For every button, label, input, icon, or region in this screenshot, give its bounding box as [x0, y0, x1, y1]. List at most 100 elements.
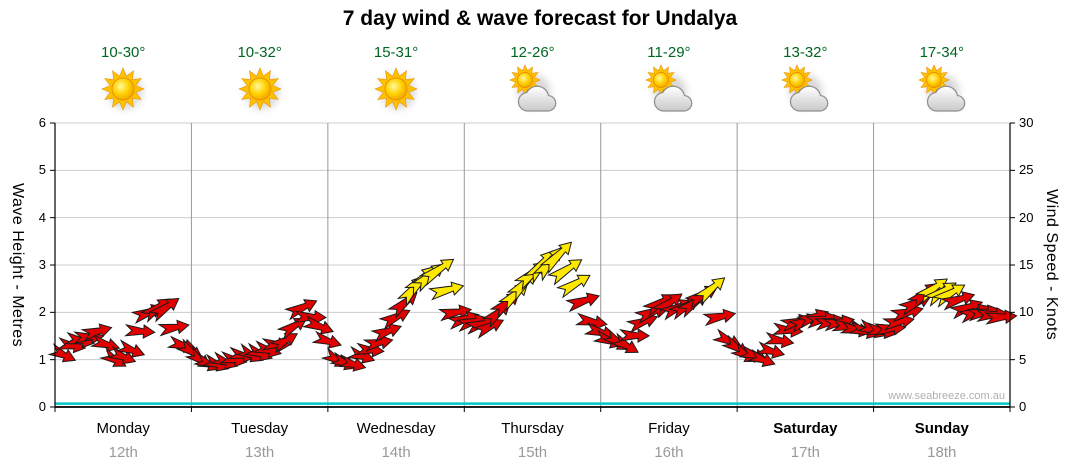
wind-arrow-shape: [283, 299, 318, 321]
weather-icon-sunny: [374, 67, 418, 111]
wind-arrow: [311, 330, 342, 349]
right-axis-tick-label: 25: [1019, 162, 1034, 178]
wind-arrow-shape: [123, 323, 156, 339]
temp-range-label: 10-30°: [101, 44, 146, 61]
sun-disc: [248, 77, 272, 101]
day-label: Tuesday: [231, 420, 289, 437]
weather-icon-partly-cloudy: [781, 64, 829, 112]
right-axis-tick-label: 15: [1019, 257, 1034, 272]
sun-disc: [789, 72, 806, 88]
wind-arrow-shape: [115, 339, 146, 358]
day-label: Saturday: [773, 420, 838, 437]
wind-arrow-shape: [565, 292, 600, 313]
right-axis-tick-label: 30: [1019, 115, 1034, 130]
wind-arrow: [555, 274, 591, 299]
temp-range-label: 13-32°: [783, 44, 828, 61]
wind-arrow-shape: [539, 241, 573, 275]
wind-arrow-shape: [80, 323, 113, 342]
left-axis-tick-label: 6: [38, 115, 46, 130]
left-axis-tick-label: 0: [38, 399, 46, 414]
wind-arrow-shape: [148, 297, 180, 323]
wind-arrow: [755, 341, 786, 359]
date-label: 12th: [108, 444, 138, 461]
weather-icon-partly-cloudy: [918, 64, 966, 112]
wind-arrow-shape: [338, 354, 367, 372]
wind-arrow-shape: [276, 317, 308, 341]
date-label: 14th: [381, 444, 411, 461]
left-axis-tick-label: 2: [38, 304, 46, 320]
weather-icon-sunny: [237, 67, 282, 111]
left-axis-tick-label: 4: [38, 209, 46, 225]
sun-disc: [384, 77, 408, 101]
wind-arrow: [47, 342, 77, 363]
wind-arrow-shape: [984, 309, 1018, 325]
day-label: Sunday: [914, 420, 969, 437]
sun-disc: [925, 72, 942, 88]
date-label: 16th: [654, 444, 684, 461]
wind-arrow-shape: [555, 274, 591, 299]
wind-arrow: [746, 348, 776, 368]
left-axis-tick-label: 1: [38, 351, 46, 367]
wind-arrow: [80, 323, 113, 342]
right-axis-tick-label: 20: [1019, 209, 1034, 225]
wind-arrow: [565, 292, 600, 313]
day-label: Wednesday: [356, 420, 436, 437]
wind-arrow: [940, 291, 976, 311]
wind-arrow: [763, 331, 795, 349]
wind-arrow-shape: [763, 331, 795, 349]
date-label: 15th: [517, 444, 548, 461]
wind-arrow: [276, 317, 308, 341]
wind-arrow: [157, 319, 190, 337]
weather-icon-partly-cloudy: [508, 64, 556, 112]
wind-arrow: [618, 328, 651, 344]
wind-arrow: [115, 339, 146, 358]
wind-arrow-shape: [428, 281, 465, 301]
wind-arrow: [984, 309, 1018, 325]
date-label: 17th: [790, 444, 820, 461]
wind-arrow-shape: [618, 328, 651, 344]
wind-arrow-shape: [609, 332, 639, 353]
wind-arrow: [123, 323, 156, 339]
temp-range-label: 12-26°: [510, 44, 555, 61]
wind-arrow-shape: [157, 319, 190, 337]
sun-disc: [652, 72, 669, 88]
wind-arrow-shape: [301, 315, 335, 335]
wind-arrow: [338, 354, 367, 372]
weather-icon-sunny: [101, 67, 146, 111]
watermark: www.seabreeze.com.au: [888, 390, 1005, 402]
wind-arrow: [693, 277, 726, 306]
day-label: Monday: [96, 420, 150, 437]
temp-range-label: 15-31°: [373, 44, 419, 61]
temp-range-label: 17-34°: [919, 44, 964, 61]
right-axis-tick-label: 10: [1019, 304, 1034, 320]
wind-arrow: [546, 259, 583, 286]
left-axis-tick-label: 3: [38, 257, 46, 272]
sun-disc: [516, 72, 533, 88]
left-axis-tick-label: 5: [38, 162, 46, 178]
wind-arrow: [609, 332, 639, 353]
wind-arrow-shape: [311, 330, 342, 349]
wind-arrow: [702, 308, 737, 327]
day-label: Thursday: [501, 420, 564, 437]
left-axis-title: Wave Height - Metres: [9, 182, 26, 348]
day-label: Friday: [648, 420, 690, 437]
weather-icon-partly-cloudy: [645, 64, 693, 112]
date-label: 13th: [245, 444, 275, 461]
wind-arrow: [148, 297, 180, 323]
sun-disc: [111, 77, 135, 101]
wind-arrow-shape: [746, 348, 776, 368]
date-label: 18th: [927, 444, 957, 461]
chart-title: 7 day wind & wave forecast for Undalya: [342, 7, 738, 30]
right-axis-title: Wind Speed - Knots: [1043, 189, 1060, 341]
wind-arrow: [428, 281, 465, 301]
wind-arrow: [283, 299, 318, 321]
wind-arrow-shape: [693, 277, 726, 306]
wind-arrow-shape: [419, 258, 455, 286]
right-axis-tick-label: 0: [1019, 399, 1027, 414]
wind-arrow: [419, 258, 455, 286]
temp-range-label: 10-32°: [237, 44, 282, 61]
cloud: [653, 85, 693, 112]
cloud: [517, 85, 556, 112]
